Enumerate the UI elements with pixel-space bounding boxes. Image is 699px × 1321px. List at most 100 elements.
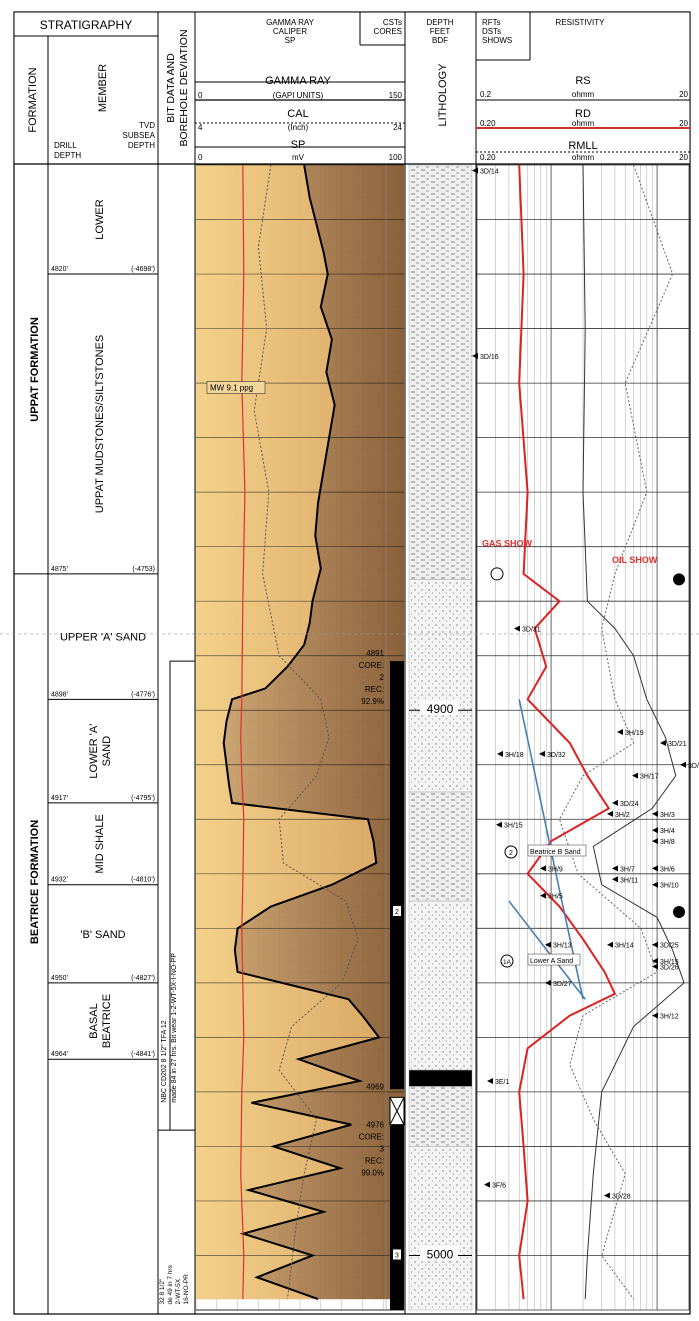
tvd-depth-label: (-4841') bbox=[131, 1051, 155, 1058]
core-2-label: 2 bbox=[380, 673, 385, 682]
sample-arrow bbox=[617, 729, 623, 736]
core-3-label: CORE: bbox=[359, 1133, 384, 1142]
rs-track-min: 0.2 bbox=[480, 90, 492, 99]
rmll-track-unit: ohmm bbox=[572, 153, 595, 162]
sample-arrow bbox=[632, 772, 638, 779]
lower-a-box bbox=[527, 953, 581, 966]
sample-label: 3H/4 bbox=[660, 828, 675, 835]
sample-label: 3D/21 bbox=[668, 741, 687, 748]
member-label-line: MID SHALE bbox=[94, 814, 106, 873]
core-2-bar bbox=[390, 661, 404, 1090]
sample-arrow bbox=[514, 625, 520, 632]
gr-track-max: 150 bbox=[389, 91, 403, 100]
rd-track-name: RD bbox=[575, 108, 591, 120]
sample-arrow bbox=[652, 810, 658, 817]
formation-label: UPPAT FORMATION bbox=[29, 317, 41, 422]
sample-arrow bbox=[487, 1078, 493, 1084]
sample-arrow bbox=[497, 750, 503, 757]
gr-block-title: GAMMA RAY CALIPER SP bbox=[266, 18, 315, 45]
rs-track-unit: ohmm bbox=[572, 90, 595, 99]
sample-arrow bbox=[472, 352, 478, 359]
member-label: LOWER 'A'SAND bbox=[88, 724, 113, 779]
sample-label: 3D/28 bbox=[612, 1194, 631, 1201]
member-label-line: UPPAT MUDSTONES/SILTSTONES bbox=[94, 335, 106, 513]
sample-arrow bbox=[652, 865, 658, 872]
rd-track-unit: ohmm bbox=[572, 119, 595, 128]
depth-5000-box bbox=[420, 1246, 458, 1261]
sample-arrow bbox=[604, 1192, 610, 1199]
bit-run-2-text: 32 8 1/2" bbox=[159, 1278, 166, 1304]
rd-track-min: 0.20 bbox=[480, 119, 496, 128]
member-label: UPPAT MUDSTONES/SILTSTONES bbox=[94, 335, 106, 513]
core-2-label: 4891 bbox=[366, 649, 384, 658]
sample-label: 3D/24 bbox=[620, 801, 639, 808]
lithology-band bbox=[408, 1086, 473, 1147]
csts-cores-label: CSTs CORES bbox=[374, 18, 402, 36]
log-header bbox=[13, 11, 691, 1314]
sp-track-max: 100 bbox=[389, 153, 403, 162]
core-3-label: 4976 bbox=[366, 1121, 384, 1130]
sample-label: 3F/6 bbox=[492, 1183, 506, 1190]
tvd-depth-label: (-4753) bbox=[132, 566, 155, 573]
sample-arrow bbox=[540, 892, 546, 899]
rs-track-max: 20 bbox=[679, 90, 688, 99]
tvd-depth-label: (-4810') bbox=[131, 877, 155, 884]
core-number: 2 bbox=[395, 909, 399, 916]
sample-label: 3D/32 bbox=[547, 752, 566, 759]
sample-label: 3E/1 bbox=[495, 1079, 510, 1086]
drill-depth-label: 4820' bbox=[51, 266, 68, 273]
sample-label: 3H/19 bbox=[625, 730, 644, 737]
sample-label: 3H/2 bbox=[615, 812, 630, 819]
tvd-depth-label: (-4776') bbox=[131, 691, 155, 698]
gas-show-marker bbox=[490, 567, 504, 581]
sample-arrow bbox=[652, 963, 658, 970]
sample-label: 3H/14 bbox=[615, 943, 634, 950]
sample-arrow bbox=[660, 739, 666, 746]
header-labels: STRATIGRAPHY FORMATION MEMBER DRILL DEPTH… bbox=[27, 18, 689, 162]
drill-depth-label: 4898' bbox=[51, 691, 68, 698]
rmll-track-min: 0.20 bbox=[480, 153, 496, 162]
sp-curve bbox=[253, 164, 359, 1300]
core-2-label: REC: bbox=[365, 685, 384, 694]
tvd-header: TVD SUBSEA DEPTH bbox=[123, 121, 156, 150]
sample-label: 3D/27 bbox=[553, 981, 572, 988]
sample-arrow bbox=[652, 941, 658, 948]
bit-run-1-text: NBC CD202 8 1/2" TFA 12 bbox=[161, 1020, 168, 1103]
bit-run-2-text: 16-NO-PR bbox=[183, 1274, 190, 1305]
lithology-band bbox=[408, 579, 473, 793]
caliper-curve bbox=[240, 164, 246, 1300]
rfts-block-title: RFTs DSTs SHOWS bbox=[482, 18, 512, 45]
cal-track-unit: (Inch) bbox=[288, 123, 309, 132]
oil-show-label: OIL SHOW bbox=[612, 555, 658, 565]
beatrice-b-label: Beatrice B Sand bbox=[530, 849, 581, 856]
drill-depth-label: 4917' bbox=[51, 795, 68, 802]
sample-arrow bbox=[496, 821, 502, 828]
core-num-box bbox=[393, 905, 401, 916]
formation-header: FORMATION bbox=[27, 67, 39, 132]
sample-label: 3D/26 bbox=[660, 965, 679, 972]
gas-show-label: GAS SHOW bbox=[482, 539, 533, 549]
zone-circle-1a bbox=[500, 954, 514, 968]
member-label: UPPER 'A' SAND bbox=[60, 632, 146, 644]
core-number: 3 bbox=[395, 1252, 399, 1259]
sample-arrow bbox=[612, 865, 618, 872]
formation-label: BEATRICE FORMATION bbox=[29, 820, 41, 944]
depth-4900-box bbox=[420, 701, 458, 716]
lithology-header: LITHOLOGY bbox=[437, 63, 449, 127]
oil-show-marker bbox=[673, 905, 685, 918]
sample-label: 3D/14 bbox=[480, 168, 499, 175]
sample-arrow bbox=[545, 941, 551, 948]
sp-track-name: SP bbox=[291, 139, 306, 151]
core-3-label: REC: bbox=[365, 1157, 384, 1166]
core-2-label: 92.9% bbox=[361, 697, 384, 706]
core-gap-x2 bbox=[389, 1097, 405, 1125]
sample-label: 3H/8 bbox=[660, 839, 675, 846]
zone-circle-1a-label: 1A bbox=[503, 959, 512, 966]
gr-shale-fill bbox=[223, 165, 404, 1300]
gr-track-min: 0 bbox=[198, 91, 203, 100]
sample-label: 3H/3 bbox=[660, 812, 675, 819]
sample-label: 3D/2 bbox=[688, 763, 699, 770]
rmll-track-name: RMLL bbox=[568, 140, 597, 152]
core-3-label: 3 bbox=[380, 1145, 385, 1154]
sample-label: 3H/6 bbox=[660, 866, 675, 873]
